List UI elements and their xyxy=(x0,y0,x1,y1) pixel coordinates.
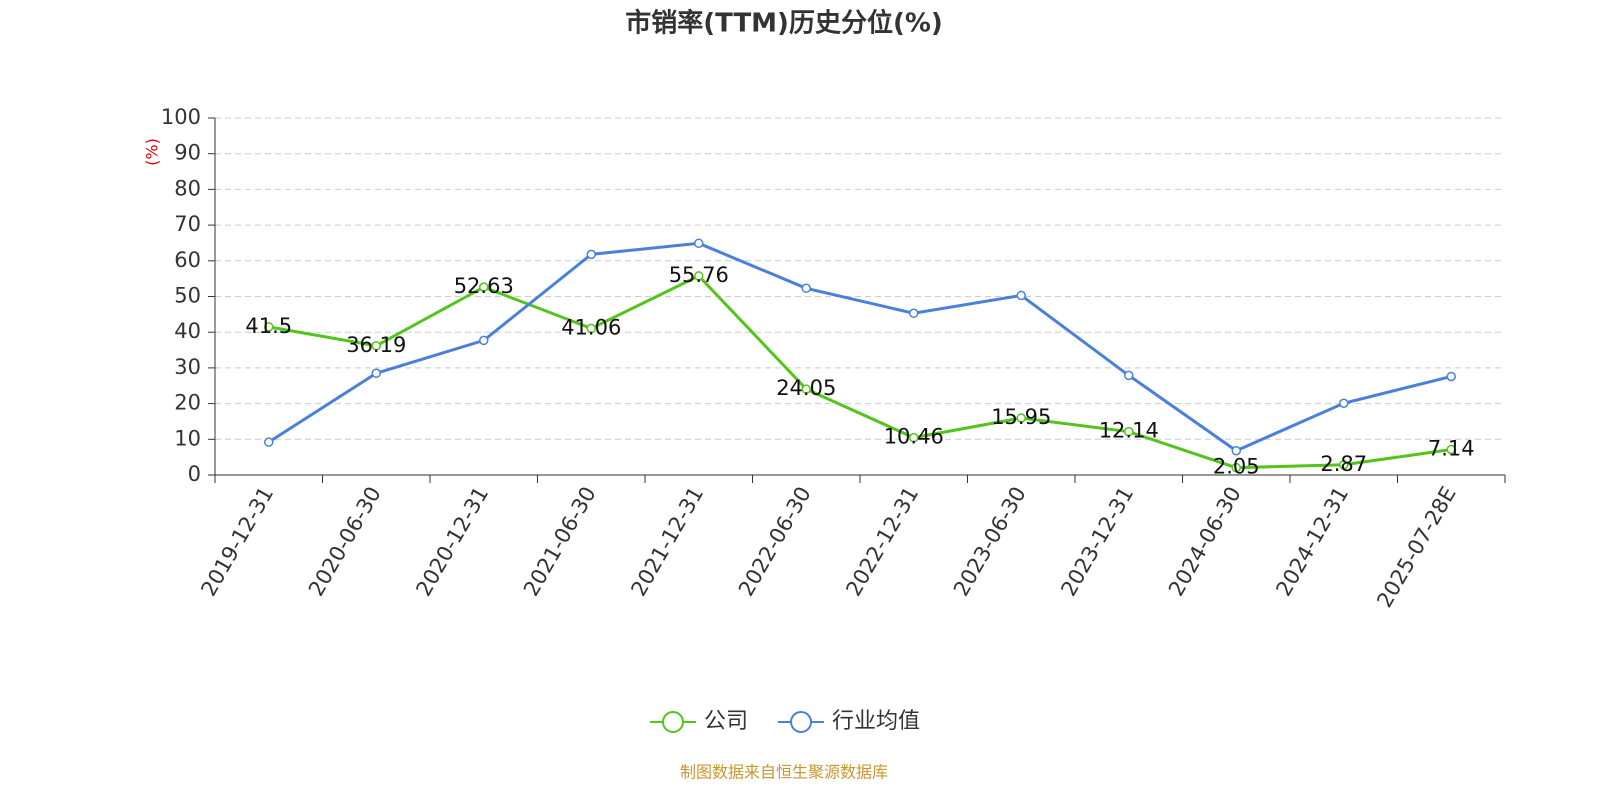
data-label: 15.95 xyxy=(991,405,1051,429)
y-tick-label: 60 xyxy=(174,248,201,272)
point xyxy=(1231,462,1241,473)
x-tick-label: 2023-06-30 xyxy=(949,483,1031,601)
x-tick-label: 2022-12-31 xyxy=(841,483,923,601)
point xyxy=(694,271,704,281)
point xyxy=(371,368,381,379)
point xyxy=(479,282,489,292)
point xyxy=(1231,445,1241,456)
point xyxy=(801,283,811,294)
y-tick-label: 80 xyxy=(174,176,201,200)
point xyxy=(909,432,919,443)
y-tick-label: 40 xyxy=(174,319,201,343)
x-tick-label: 2024-12-31 xyxy=(1271,483,1353,601)
x-tick-label: 2023-12-31 xyxy=(1056,483,1138,601)
series-line xyxy=(267,241,1452,453)
point xyxy=(1016,413,1026,423)
point xyxy=(1446,371,1456,382)
y-tick-label: 20 xyxy=(174,391,201,415)
data-label: 41.5 xyxy=(245,314,292,338)
legend-marker xyxy=(662,711,684,733)
source-note: 制图数据来自恒生聚源数据库 xyxy=(680,763,888,782)
data-label: 41.06 xyxy=(561,315,621,339)
point xyxy=(909,308,919,319)
y-tick-label: 50 xyxy=(174,284,201,308)
y-tick-label: 100 xyxy=(161,105,201,129)
y-tick-label: 10 xyxy=(174,426,201,450)
data-label: 36.19 xyxy=(346,333,406,357)
point xyxy=(1446,444,1456,455)
chart-title: 市销率(TTM)历史分位(%) xyxy=(625,8,943,39)
legend-label: 公司 xyxy=(704,709,748,734)
y-tick-label: 0 xyxy=(188,462,201,486)
point xyxy=(1016,290,1026,301)
point xyxy=(264,322,274,332)
y-tick-label: 70 xyxy=(174,212,201,236)
legend-marker xyxy=(790,711,813,733)
x-tick-label: 2025-07-28E xyxy=(1372,483,1460,612)
data-label: 2.87 xyxy=(1320,452,1367,476)
point xyxy=(264,437,274,447)
point xyxy=(1339,460,1349,470)
x-tick-label: 2022-06-30 xyxy=(734,483,816,601)
x-tick-label: 2021-06-30 xyxy=(519,483,601,601)
point xyxy=(586,249,596,260)
data-label: 2.05 xyxy=(1213,455,1260,479)
y-tick-label: 90 xyxy=(174,141,201,165)
point xyxy=(1124,426,1134,437)
point xyxy=(371,341,381,351)
point xyxy=(1124,370,1134,381)
x-tick-label: 2024-06-30 xyxy=(1164,483,1246,601)
point xyxy=(801,384,811,394)
x-tick-label: 2020-06-30 xyxy=(304,483,386,601)
data-label: 52.63 xyxy=(454,274,514,298)
x-tick-label: 2019-12-31 xyxy=(196,483,278,601)
y-tick-label: 30 xyxy=(174,355,201,379)
data-label: 10.46 xyxy=(884,425,944,449)
point xyxy=(479,335,489,346)
x-tick-label: 2021-12-31 xyxy=(626,483,708,601)
point xyxy=(1339,398,1349,408)
data-label: 24.05 xyxy=(776,376,836,400)
series-line xyxy=(268,274,1452,470)
data-label: 12.14 xyxy=(1099,419,1159,443)
data-label: 55.76 xyxy=(669,263,729,287)
y-axis-label: (%) xyxy=(143,138,162,166)
point xyxy=(586,323,596,334)
point xyxy=(694,238,704,249)
x-tick-label: 2020-12-31 xyxy=(411,483,493,601)
legend-label: 行业均值 xyxy=(832,709,920,734)
data-label: 7.14 xyxy=(1428,437,1475,461)
